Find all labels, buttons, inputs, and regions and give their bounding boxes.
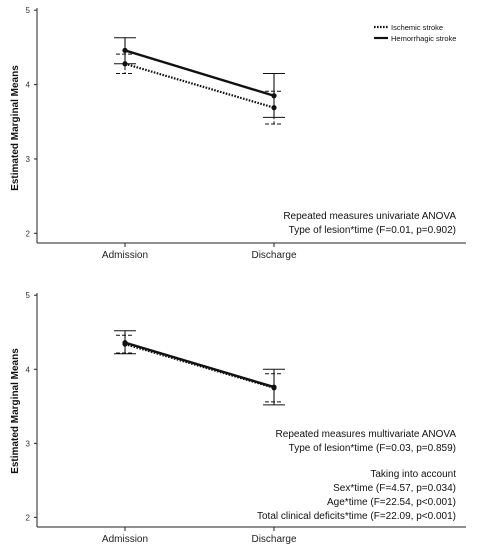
- data-point: [122, 47, 128, 53]
- x-tick-label: Admission: [102, 534, 148, 545]
- data-point: [271, 93, 277, 99]
- series-line-hemorrhagic: [124, 341, 275, 389]
- x-tick-label: Discharge: [251, 534, 296, 545]
- y-tick-label: 2: [26, 229, 31, 238]
- y-tick-label: 3: [26, 439, 31, 448]
- chart-panel-1: 5 4 3 2 Admission Discharge Estimated Marginal…: [10, 6, 466, 261]
- y-tick-label: 4: [26, 365, 31, 374]
- y-tick-label: 2: [26, 513, 31, 522]
- annotation-text: Total clinical deficits*time (F=22.09, p…: [257, 511, 456, 522]
- annotation-text: Repeated measures multivariate ANOVA: [276, 429, 457, 440]
- data-point: [271, 384, 277, 390]
- y-axis-title: Estimated Marginal Means: [10, 348, 21, 474]
- chart-panel-2: 5 4 3 2 Admission Discharge Estimated Marginal…: [10, 291, 466, 545]
- data-point: [122, 340, 128, 346]
- series-line-hemorrhagic: [124, 49, 275, 97]
- y-axis-title: Estimated Marginal Means: [10, 65, 21, 191]
- annotation-text: Type of lesion*time (F=0.03, p=0.859): [289, 443, 456, 454]
- legend-label: Ischemic stroke: [391, 23, 443, 32]
- x-tick-label: Discharge: [251, 250, 296, 261]
- series-line-ischemic: [124, 62, 275, 109]
- legend-label: Hemorrhagic stroke: [391, 34, 456, 43]
- annotation-text: Type of lesion*time (F=0.01, p=0.902): [289, 225, 456, 236]
- annotation-text: Taking into account: [370, 469, 456, 480]
- y-tick-label: 5: [26, 6, 31, 15]
- y-tick-label: 4: [26, 81, 31, 90]
- y-tick-label: 3: [26, 155, 31, 164]
- annotation-text: Sex*time (F=4.57, p=0.034): [333, 483, 456, 494]
- y-tick-label: 5: [26, 291, 31, 300]
- annotation-text: Repeated measures univariate ANOVA: [283, 211, 456, 222]
- annotation-text: Age*time (F=22.54, p<0.001): [327, 497, 456, 508]
- x-tick-label: Admission: [102, 250, 148, 261]
